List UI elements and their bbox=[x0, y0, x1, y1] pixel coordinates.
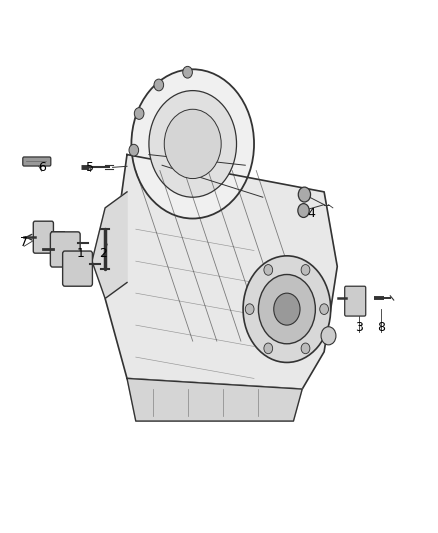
Circle shape bbox=[264, 264, 272, 275]
Text: 8: 8 bbox=[377, 321, 385, 334]
Circle shape bbox=[264, 343, 272, 354]
Circle shape bbox=[183, 67, 192, 78]
FancyBboxPatch shape bbox=[23, 157, 51, 166]
FancyBboxPatch shape bbox=[33, 221, 53, 253]
Text: 2: 2 bbox=[99, 247, 107, 260]
Circle shape bbox=[134, 108, 144, 119]
Text: 1: 1 bbox=[77, 247, 85, 260]
Circle shape bbox=[301, 264, 310, 275]
Circle shape bbox=[320, 304, 328, 314]
Polygon shape bbox=[105, 155, 337, 389]
Circle shape bbox=[131, 69, 254, 219]
FancyBboxPatch shape bbox=[345, 286, 366, 316]
Text: 7: 7 bbox=[20, 236, 28, 249]
Circle shape bbox=[298, 187, 311, 202]
Circle shape bbox=[129, 144, 139, 156]
Circle shape bbox=[301, 343, 310, 354]
Circle shape bbox=[245, 304, 254, 314]
Text: 5: 5 bbox=[86, 161, 94, 174]
Text: 3: 3 bbox=[355, 321, 363, 334]
Polygon shape bbox=[127, 378, 302, 421]
Circle shape bbox=[274, 293, 300, 325]
Circle shape bbox=[298, 204, 309, 217]
Text: 4: 4 bbox=[307, 207, 315, 220]
Circle shape bbox=[154, 79, 164, 91]
Circle shape bbox=[258, 274, 315, 344]
Circle shape bbox=[149, 91, 237, 197]
Circle shape bbox=[243, 256, 331, 362]
Circle shape bbox=[321, 327, 336, 345]
Text: 6: 6 bbox=[38, 161, 46, 174]
Circle shape bbox=[164, 109, 221, 179]
FancyBboxPatch shape bbox=[63, 251, 92, 286]
Polygon shape bbox=[92, 192, 127, 298]
FancyBboxPatch shape bbox=[50, 232, 80, 267]
